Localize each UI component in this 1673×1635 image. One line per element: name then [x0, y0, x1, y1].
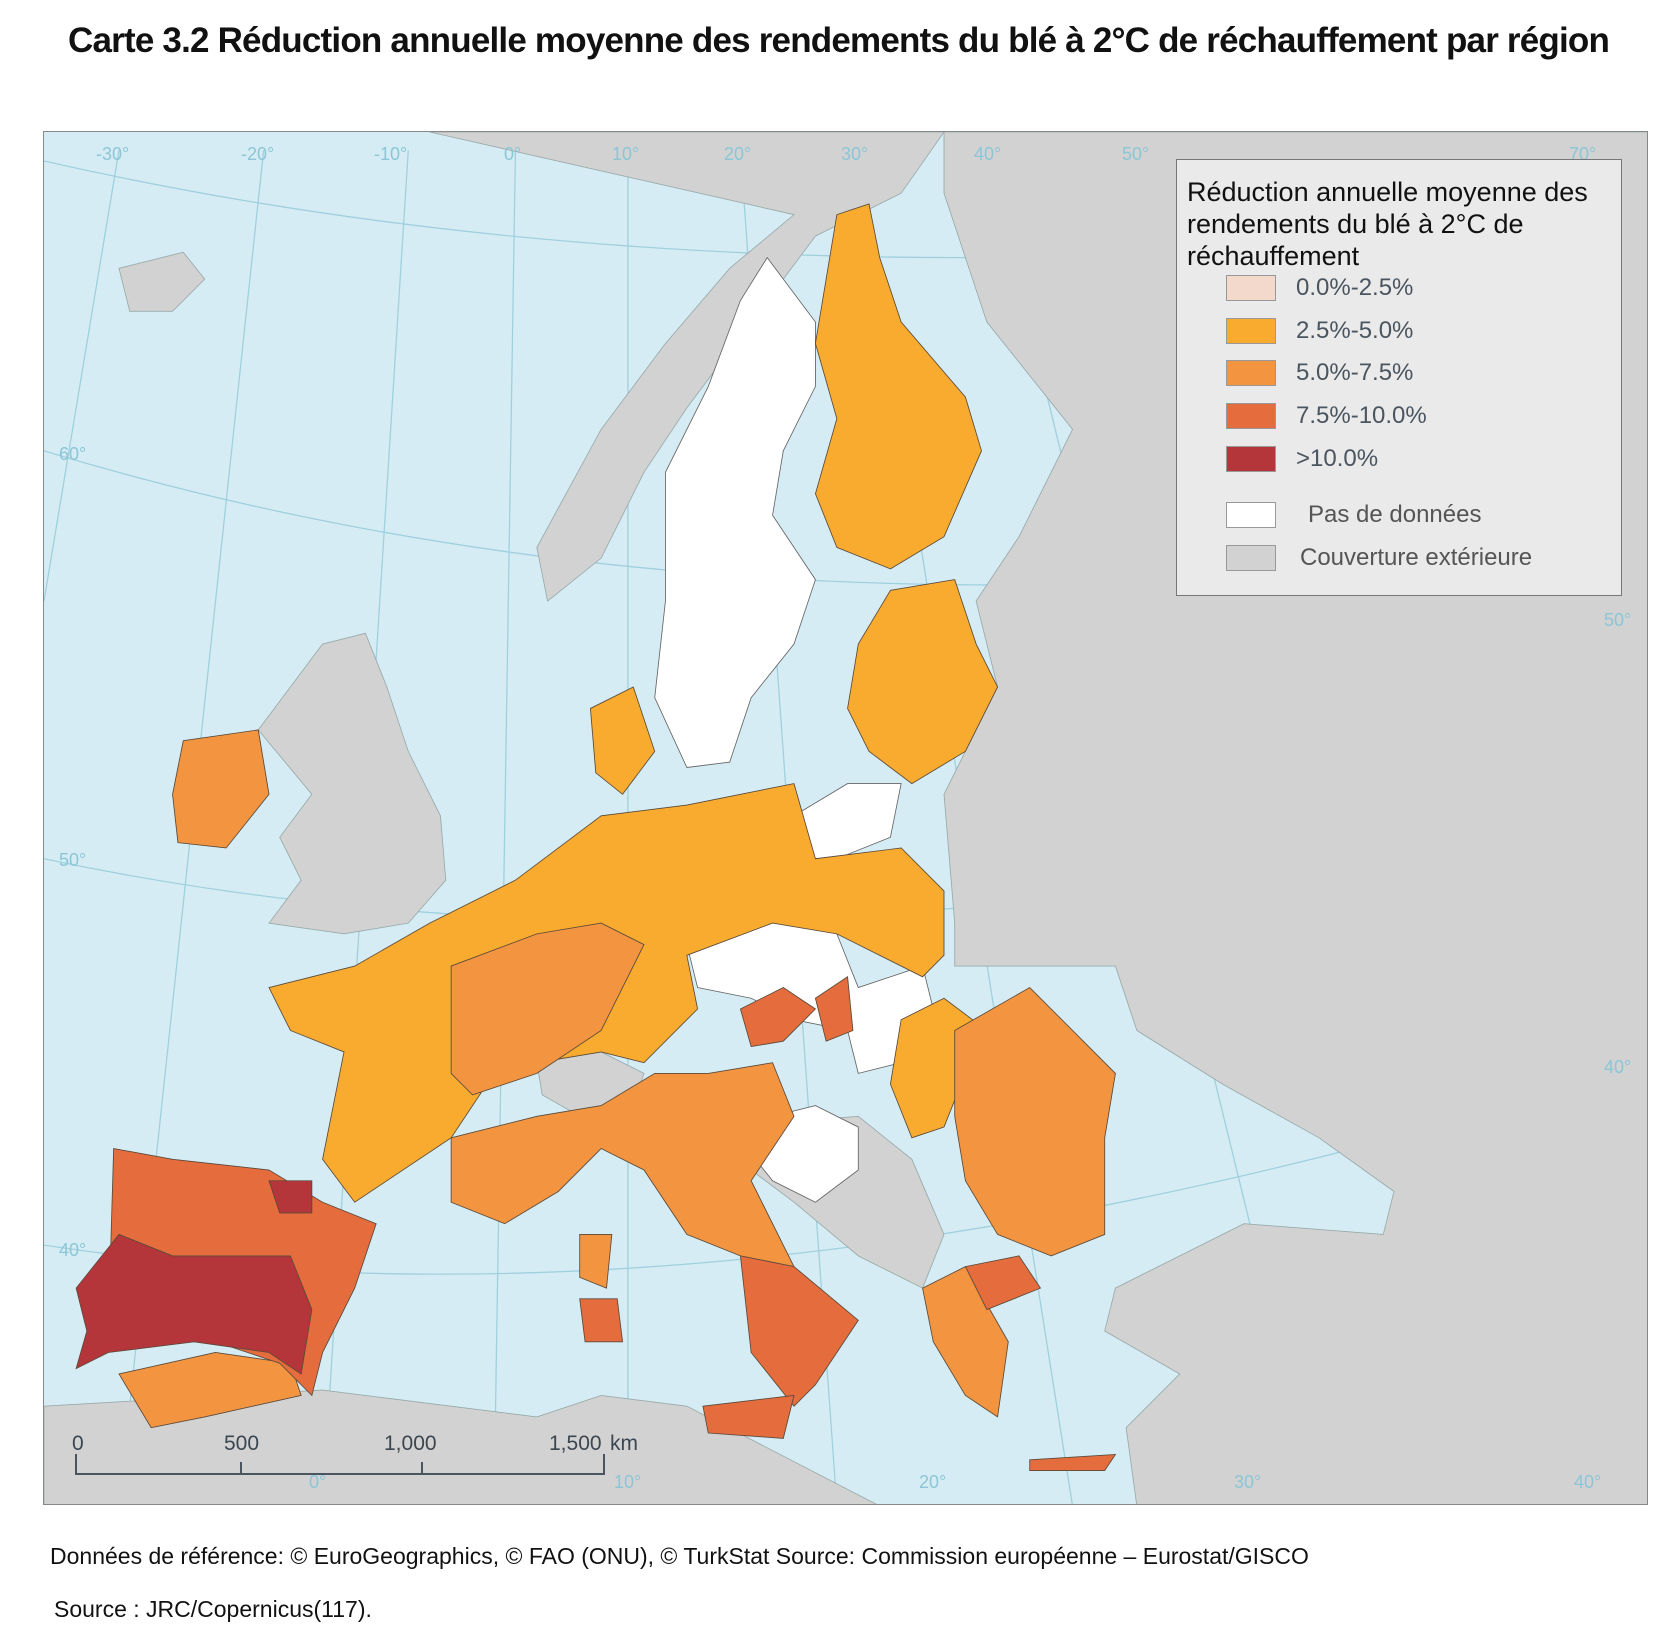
legend-label: 5.0%-7.5% [1296, 358, 1414, 386]
legend-item: Pas de données [1226, 501, 1481, 528]
graticule-label: 40° [1574, 1472, 1602, 1492]
legend-swatch [1226, 544, 1276, 571]
scale-tick-label: 1,000 [384, 1432, 437, 1455]
legend-item: >10.0% [1226, 445, 1378, 472]
graticule-label: 50° [1604, 610, 1632, 630]
legend-label: 2.5%-5.0% [1296, 316, 1414, 344]
legend-label: Couverture extérieure [1300, 543, 1533, 571]
graticule-label: 50° [59, 850, 87, 870]
legend-label: Pas de données [1308, 500, 1482, 528]
legend-item: 0.0%-2.5% [1226, 274, 1413, 301]
regions-over-10-0 [75, 1180, 313, 1375]
legend-swatch [1226, 274, 1276, 301]
graticule-label: 30° [841, 144, 869, 164]
legend-swatch [1226, 501, 1276, 528]
graticule-label: 20° [724, 144, 752, 164]
legend-label: 0.0%-2.5% [1296, 273, 1414, 301]
scale-tick-label: 1,500 [549, 1432, 602, 1455]
legend-item: 2.5%-5.0% [1226, 317, 1413, 344]
graticule-label: 60° [59, 444, 87, 464]
scale-tick-label: 500 [224, 1432, 260, 1455]
footer-source: Source : JRC/Copernicus(117). [54, 1596, 372, 1622]
graticule-label: 0° [504, 144, 522, 164]
scale-bar-line [75, 1454, 605, 1475]
graticule-label: 0° [309, 1472, 327, 1492]
graticule-label: 20° [919, 1472, 947, 1492]
legend-swatch [1226, 317, 1276, 344]
graticule-label: 10° [614, 1472, 642, 1492]
graticule-label: 10° [612, 144, 640, 164]
scale-unit: km [610, 1432, 638, 1455]
graticule-label: -30° [96, 144, 130, 164]
graticule-label: -10° [374, 144, 408, 164]
legend-swatch [1226, 359, 1276, 386]
footer-references: Données de référence: © EuroGeographics,… [50, 1543, 1309, 1569]
legend-swatch [1226, 402, 1276, 429]
graticule-label: 30° [1234, 1472, 1262, 1492]
graticule-label: 40° [59, 1240, 87, 1260]
map-frame: -30° -20° -10° 0° 10° 20° 30° 40° 50° 70… [43, 131, 1648, 1505]
legend-title: Réduction annuelle moyenne des rendement… [1187, 177, 1588, 271]
scale-tick-label: 0 [72, 1432, 84, 1455]
legend-label: >10.0% [1296, 444, 1379, 472]
graticule-label: 40° [1604, 1057, 1632, 1077]
legend-label: 7.5%-10.0% [1296, 401, 1427, 429]
legend-item: 5.0%-7.5% [1226, 359, 1413, 386]
graticule-label: 50° [1122, 144, 1150, 164]
legend-swatch [1226, 445, 1276, 472]
legend-item: 7.5%-10.0% [1226, 402, 1427, 429]
graticule-label: -20° [241, 144, 275, 164]
legend: Réduction annuelle moyenne des rendement… [1176, 159, 1622, 596]
graticule-label: 40° [974, 144, 1002, 164]
map-title: Carte 3.2 Réduction annuelle moyenne des… [68, 21, 1610, 60]
legend-item: Couverture extérieure [1226, 544, 1532, 571]
